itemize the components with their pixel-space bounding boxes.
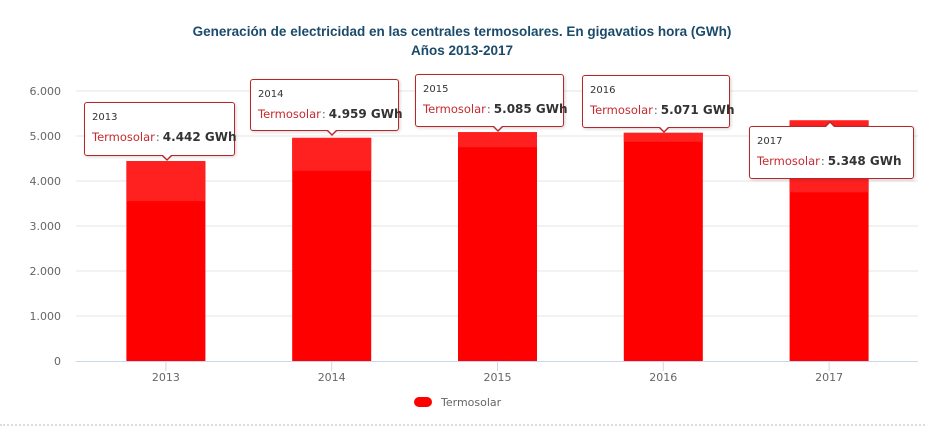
bar-hover-highlight: [126, 161, 206, 202]
tooltip-pointer: [658, 126, 670, 133]
x-tick-label: 2016: [649, 371, 677, 384]
tooltip-series-name: Termosolar: [423, 102, 486, 116]
bottom-dotted-divider: [0, 424, 925, 426]
tooltip-series-name: Termosolar: [92, 130, 155, 144]
y-tick-label: 5.000: [30, 130, 62, 143]
tooltip-pointer: [824, 121, 836, 128]
tooltip-series-name: Termosolar: [757, 154, 820, 168]
tooltip-year: 2015: [423, 84, 449, 95]
bar-hover-highlight: [458, 132, 537, 148]
tooltip-2016: 2016 Termosolar: 5.071 GWh: [582, 75, 735, 133]
tooltip-value: 4.959 GWh: [328, 107, 403, 121]
tooltip-pointer: [492, 125, 504, 132]
x-tick-label: 2013: [152, 371, 180, 384]
tooltip-separator: :: [653, 103, 658, 117]
legend[interactable]: Termosolar: [414, 396, 502, 409]
bar-2015[interactable]: [458, 132, 537, 361]
tooltip-2015: 2015 Termosolar: 5.085 GWh: [415, 74, 568, 132]
y-tick-label: 1.000: [30, 310, 62, 323]
bar-2016[interactable]: [623, 132, 703, 361]
tooltip-separator: :: [486, 102, 491, 116]
tooltip-value: 5.071 GWh: [660, 103, 735, 117]
tooltip-value: 5.348 GWh: [827, 154, 902, 168]
bar-2014[interactable]: [292, 137, 372, 361]
tooltip-pointer: [161, 154, 173, 161]
x-axis: 2013 2014 2015 2016 2017: [152, 361, 843, 384]
tooltip-year: 2013: [92, 112, 118, 123]
legend-symbol-termosolar[interactable]: [414, 397, 432, 407]
tooltip-value: 5.085 GWh: [493, 102, 568, 116]
tooltip-series-name: Termosolar: [590, 103, 653, 117]
y-tick-label: 2.000: [30, 265, 62, 278]
x-tick-label: 2014: [318, 371, 346, 384]
tooltip-separator: :: [820, 154, 825, 168]
tooltip-year: 2016: [590, 85, 616, 96]
bar-hover-highlight: [292, 137, 372, 171]
tooltip-year: 2014: [258, 89, 284, 100]
tooltip-2017: 2017 Termosolar: 5.348 GWh: [749, 121, 914, 179]
chart-title: Generación de electricidad en las centra…: [193, 24, 732, 39]
tooltip-2014: 2014 Termosolar: 4.959 GWh: [250, 79, 403, 136]
y-tick-label: 4.000: [30, 175, 62, 188]
legend-label-termosolar[interactable]: Termosolar: [440, 396, 502, 409]
tooltip-pointer: [326, 129, 338, 136]
y-tick-label: 3.000: [30, 220, 62, 233]
y-tick-label: 6.000: [30, 85, 62, 98]
x-tick-label: 2017: [815, 371, 843, 384]
x-tick-label: 2015: [484, 371, 512, 384]
tooltip-series-name: Termosolar: [258, 107, 321, 121]
tooltip-year: 2017: [757, 136, 783, 147]
tooltip-separator: :: [155, 130, 160, 144]
tooltip-separator: :: [321, 107, 326, 121]
y-axis: 0 1.000 2.000 3.000 4.000 5.000 6.000: [30, 85, 62, 368]
y-tick-label: 0: [54, 355, 61, 368]
chart-subtitle: Años 2013-2017: [411, 43, 513, 58]
tooltip-value: 4.442 GWh: [162, 130, 237, 144]
tooltip-2013: 2013 Termosolar: 4.442 GWh: [84, 102, 237, 161]
bar-hover-highlight: [623, 132, 703, 142]
